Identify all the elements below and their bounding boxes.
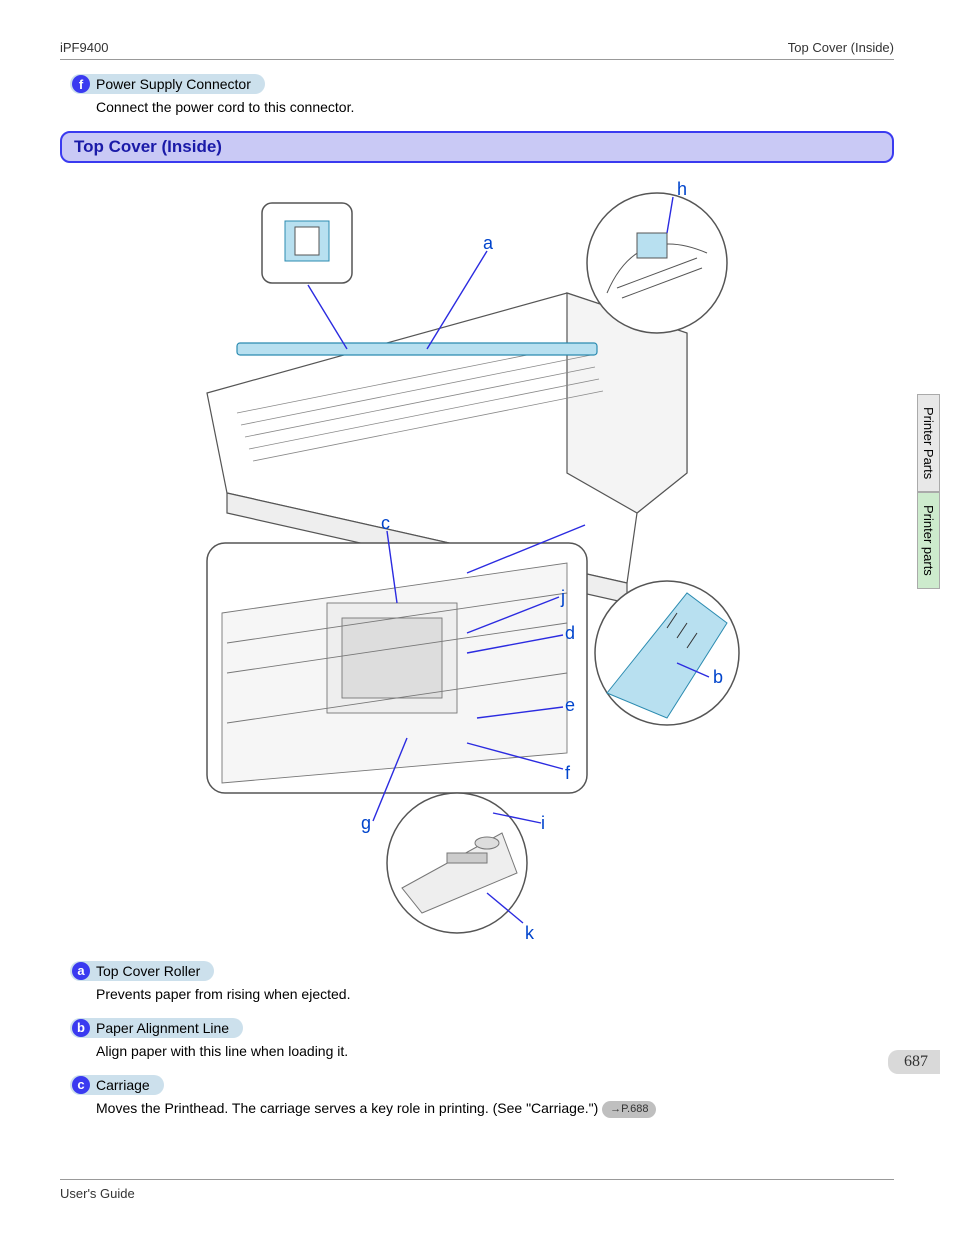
item-desc: Align paper with this line when loading … (96, 1042, 894, 1061)
item-c: c Carriage Moves the Printhead. The carr… (60, 1075, 894, 1118)
manual-page: iPF9400 Top Cover (Inside) f Power Suppl… (0, 0, 954, 1235)
callout-j: j (561, 587, 565, 608)
item-title: Carriage (96, 1077, 150, 1093)
callout-i: i (541, 813, 545, 834)
callout-a: a (483, 233, 493, 254)
item-head: f Power Supply Connector (70, 74, 265, 94)
diagram-svg (167, 173, 787, 943)
item-desc: Connect the power cord to this connector… (96, 98, 894, 117)
item-f: f Power Supply Connector Connect the pow… (60, 74, 894, 117)
header-section: Top Cover (Inside) (788, 40, 894, 55)
item-title: Top Cover Roller (96, 963, 200, 979)
item-letter-badge: c (72, 1076, 90, 1094)
page-ref-link[interactable]: →P.688 (602, 1101, 656, 1118)
printer-diagram: a h c j d b e f g i k (167, 173, 787, 943)
callout-e: e (565, 695, 575, 716)
item-head: c Carriage (70, 1075, 164, 1095)
callout-k: k (525, 923, 534, 944)
header-model: iPF9400 (60, 40, 108, 55)
item-title: Paper Alignment Line (96, 1020, 229, 1036)
item-b: b Paper Alignment Line Align paper with … (60, 1018, 894, 1061)
item-letter-badge: b (72, 1019, 90, 1037)
item-head: b Paper Alignment Line (70, 1018, 243, 1038)
item-a: a Top Cover Roller Prevents paper from r… (60, 961, 894, 1004)
callout-d: d (565, 623, 575, 644)
item-title: Power Supply Connector (96, 76, 251, 92)
page-header: iPF9400 Top Cover (Inside) (60, 40, 894, 60)
item-desc: Prevents paper from rising when ejected. (96, 985, 894, 1004)
footer-title: User's Guide (60, 1186, 135, 1201)
callout-c: c (381, 513, 390, 534)
side-tab-chapter[interactable]: Printer Parts (917, 394, 940, 492)
side-tabs: Printer Parts Printer parts (917, 394, 940, 589)
page-footer: User's Guide (60, 1179, 894, 1201)
item-letter-badge: a (72, 962, 90, 980)
callout-g: g (361, 813, 371, 834)
page-number: 687 (888, 1050, 940, 1074)
item-desc-text: Moves the Printhead. The carriage serves… (96, 1100, 602, 1116)
item-desc: Moves the Printhead. The carriage serves… (96, 1099, 894, 1118)
section-heading: Top Cover (Inside) (60, 131, 894, 163)
item-letter-badge: f (72, 75, 90, 93)
side-tab-section[interactable]: Printer parts (917, 492, 940, 589)
callout-h: h (677, 179, 687, 200)
callout-f: f (565, 763, 570, 784)
item-head: a Top Cover Roller (70, 961, 214, 981)
callout-b: b (713, 667, 723, 688)
